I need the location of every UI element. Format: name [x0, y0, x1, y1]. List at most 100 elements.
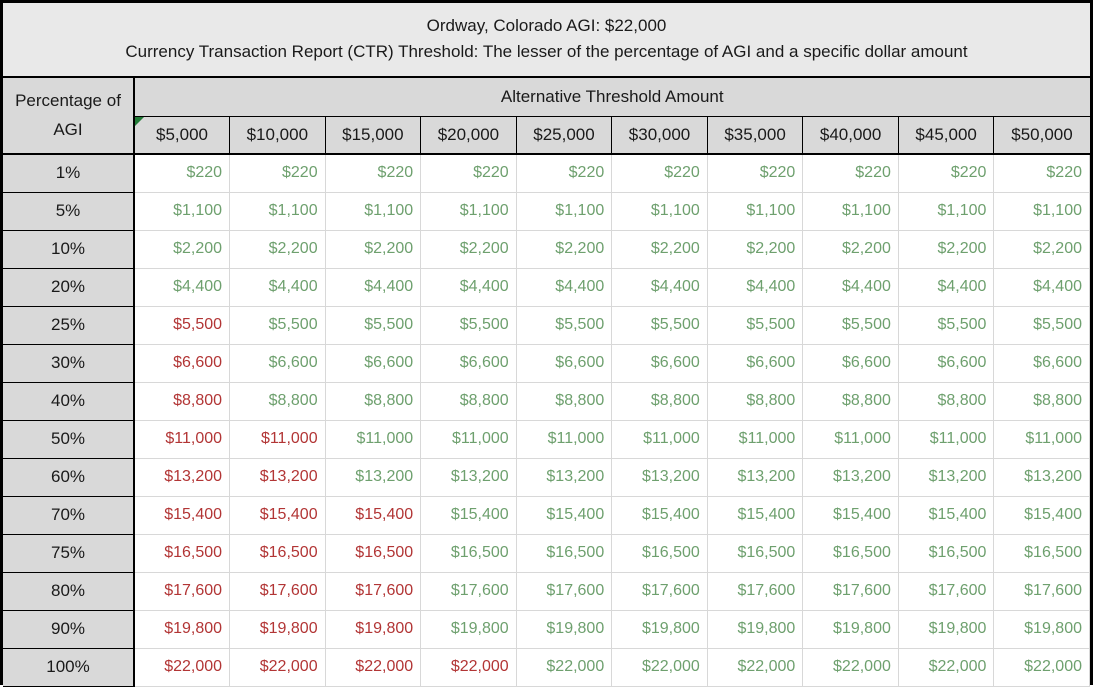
row-header-50pct[interactable]: 50%: [3, 419, 135, 459]
row-header-30pct[interactable]: 30%: [3, 343, 135, 383]
cell-30pct-col4[interactable]: $6,600: [420, 343, 517, 383]
cell-30pct-col6[interactable]: $6,600: [611, 343, 708, 383]
cell-50pct-col3[interactable]: $11,000: [324, 419, 422, 459]
cell-1pct-col9[interactable]: $220: [897, 153, 995, 193]
cell-70pct-col1[interactable]: $15,400: [133, 495, 231, 535]
cell-75pct-col4[interactable]: $16,500: [420, 533, 517, 573]
cell-50pct-col7[interactable]: $11,000: [706, 419, 804, 459]
cell-40pct-col5[interactable]: $8,800: [515, 381, 613, 421]
cell-10pct-col3[interactable]: $2,200: [324, 229, 422, 269]
cell-25pct-col2[interactable]: $5,500: [229, 305, 326, 345]
cell-20pct-col6[interactable]: $4,400: [611, 267, 708, 307]
cell-1pct-col5[interactable]: $220: [515, 153, 613, 193]
cell-25pct-col3[interactable]: $5,500: [324, 305, 422, 345]
cell-10pct-col9[interactable]: $2,200: [897, 229, 995, 269]
cell-20pct-col1[interactable]: $4,400: [133, 267, 231, 307]
cell-50pct-col4[interactable]: $11,000: [420, 419, 517, 459]
cell-90pct-col6[interactable]: $19,800: [611, 609, 708, 649]
cell-75pct-col5[interactable]: $16,500: [515, 533, 613, 573]
cell-20pct-col7[interactable]: $4,400: [706, 267, 804, 307]
cell-50pct-col10[interactable]: $11,000: [993, 419, 1090, 459]
cell-5pct-col8[interactable]: $1,100: [802, 191, 899, 231]
cell-100pct-col6[interactable]: $22,000: [611, 647, 708, 687]
cell-80pct-col4[interactable]: $17,600: [420, 571, 517, 611]
cell-5pct-col3[interactable]: $1,100: [324, 191, 422, 231]
row-header-20pct[interactable]: 20%: [3, 267, 135, 307]
cell-1pct-col1[interactable]: $220: [133, 153, 231, 193]
column-header-30000[interactable]: $30,000: [611, 116, 708, 155]
cell-100pct-col4[interactable]: $22,000: [420, 647, 517, 687]
cell-60pct-col5[interactable]: $13,200: [515, 457, 613, 497]
cell-1pct-col2[interactable]: $220: [229, 153, 326, 193]
cell-25pct-col10[interactable]: $5,500: [993, 305, 1090, 345]
cell-80pct-col7[interactable]: $17,600: [706, 571, 804, 611]
cell-10pct-col10[interactable]: $2,200: [993, 229, 1090, 269]
cell-75pct-col6[interactable]: $16,500: [611, 533, 708, 573]
cell-10pct-col4[interactable]: $2,200: [420, 229, 517, 269]
cell-70pct-col8[interactable]: $15,400: [802, 495, 899, 535]
cell-5pct-col7[interactable]: $1,100: [706, 191, 804, 231]
cell-75pct-col2[interactable]: $16,500: [229, 533, 326, 573]
cell-20pct-col4[interactable]: $4,400: [420, 267, 517, 307]
cell-70pct-col6[interactable]: $15,400: [611, 495, 708, 535]
cell-30pct-col7[interactable]: $6,600: [706, 343, 804, 383]
cell-75pct-col10[interactable]: $16,500: [993, 533, 1090, 573]
cell-10pct-col8[interactable]: $2,200: [802, 229, 899, 269]
cell-20pct-col8[interactable]: $4,400: [802, 267, 899, 307]
column-header-35000[interactable]: $35,000: [706, 116, 803, 155]
cell-80pct-col5[interactable]: $17,600: [515, 571, 613, 611]
cell-100pct-col3[interactable]: $22,000: [324, 647, 422, 687]
cell-30pct-col10[interactable]: $6,600: [993, 343, 1090, 383]
cell-40pct-col4[interactable]: $8,800: [420, 381, 517, 421]
cell-20pct-col2[interactable]: $4,400: [229, 267, 326, 307]
cell-5pct-col4[interactable]: $1,100: [420, 191, 517, 231]
column-header-20000[interactable]: $20,000: [420, 116, 517, 155]
cell-90pct-col9[interactable]: $19,800: [897, 609, 995, 649]
cell-30pct-col1[interactable]: $6,600: [133, 343, 231, 383]
cell-5pct-col5[interactable]: $1,100: [515, 191, 613, 231]
cell-75pct-col9[interactable]: $16,500: [897, 533, 995, 573]
cell-70pct-col2[interactable]: $15,400: [229, 495, 326, 535]
cell-60pct-col3[interactable]: $13,200: [324, 457, 422, 497]
cell-80pct-col1[interactable]: $17,600: [133, 571, 231, 611]
column-header-45000[interactable]: $45,000: [897, 116, 994, 155]
cell-80pct-col9[interactable]: $17,600: [897, 571, 995, 611]
cell-25pct-col8[interactable]: $5,500: [802, 305, 899, 345]
cell-90pct-col5[interactable]: $19,800: [515, 609, 613, 649]
cell-5pct-col1[interactable]: $1,100: [133, 191, 231, 231]
cell-20pct-col10[interactable]: $4,400: [993, 267, 1090, 307]
cell-40pct-col7[interactable]: $8,800: [706, 381, 804, 421]
cell-90pct-col8[interactable]: $19,800: [802, 609, 899, 649]
row-header-100pct[interactable]: 100%: [3, 647, 135, 687]
column-header-5000[interactable]: $5,000: [134, 116, 230, 155]
cell-60pct-col10[interactable]: $13,200: [993, 457, 1090, 497]
cell-70pct-col3[interactable]: $15,400: [324, 495, 422, 535]
cell-100pct-col1[interactable]: $22,000: [133, 647, 231, 687]
row-header-label[interactable]: Percentage of AGI: [3, 78, 135, 155]
cell-100pct-col5[interactable]: $22,000: [515, 647, 613, 687]
cell-5pct-col2[interactable]: $1,100: [229, 191, 326, 231]
column-group-header[interactable]: Alternative Threshold Amount: [134, 78, 1090, 117]
cell-1pct-col3[interactable]: $220: [324, 153, 422, 193]
column-header-40000[interactable]: $40,000: [802, 116, 899, 155]
cell-40pct-col3[interactable]: $8,800: [324, 381, 422, 421]
cell-60pct-col8[interactable]: $13,200: [802, 457, 899, 497]
cell-5pct-col6[interactable]: $1,100: [611, 191, 708, 231]
cell-90pct-col10[interactable]: $19,800: [993, 609, 1090, 649]
cell-60pct-col9[interactable]: $13,200: [897, 457, 995, 497]
cell-40pct-col1[interactable]: $8,800: [133, 381, 231, 421]
row-header-60pct[interactable]: 60%: [3, 457, 135, 497]
cell-10pct-col2[interactable]: $2,200: [229, 229, 326, 269]
row-header-10pct[interactable]: 10%: [3, 229, 135, 269]
row-header-40pct[interactable]: 40%: [3, 381, 135, 421]
cell-25pct-col9[interactable]: $5,500: [897, 305, 995, 345]
cell-25pct-col5[interactable]: $5,500: [515, 305, 613, 345]
cell-70pct-col9[interactable]: $15,400: [897, 495, 995, 535]
cell-50pct-col5[interactable]: $11,000: [515, 419, 613, 459]
cell-10pct-col7[interactable]: $2,200: [706, 229, 804, 269]
cell-50pct-col6[interactable]: $11,000: [611, 419, 708, 459]
column-header-25000[interactable]: $25,000: [515, 116, 612, 155]
cell-75pct-col3[interactable]: $16,500: [324, 533, 422, 573]
cell-90pct-col7[interactable]: $19,800: [706, 609, 804, 649]
cell-100pct-col2[interactable]: $22,000: [229, 647, 326, 687]
